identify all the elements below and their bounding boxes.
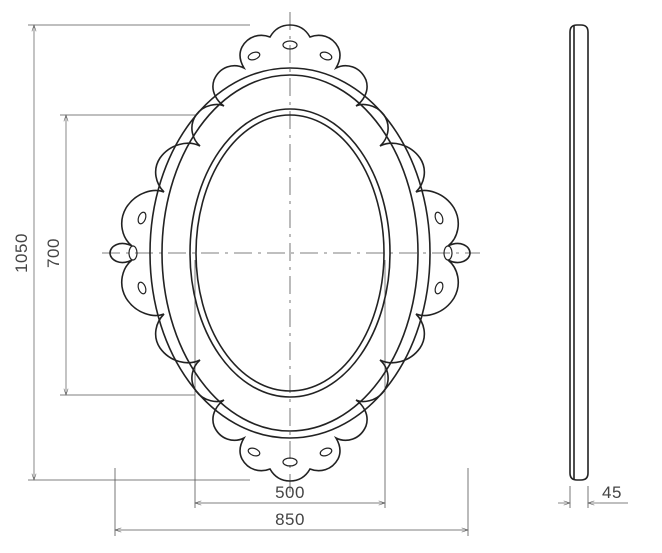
dim-inner-height: 700 [44,238,63,268]
extension-lines [28,25,588,536]
screw-hole [137,211,148,225]
dim-overall-height: 1050 [12,233,31,273]
side-view [570,25,588,480]
hole-group [129,41,452,466]
screw-hole [319,51,333,62]
centerlines [102,12,480,495]
dim-overall-width: 850 [275,510,305,529]
screw-hole [137,281,148,295]
dim-inner-width: 500 [275,483,305,502]
screw-hole [283,458,297,466]
dim-depth: 45 [602,483,622,502]
technical-drawing: 1050 700 500 850 45 [0,0,662,553]
screw-hole [434,211,445,225]
screw-hole [247,51,261,62]
screw-hole [247,447,261,458]
screw-hole [434,281,445,295]
screw-hole [319,447,333,458]
